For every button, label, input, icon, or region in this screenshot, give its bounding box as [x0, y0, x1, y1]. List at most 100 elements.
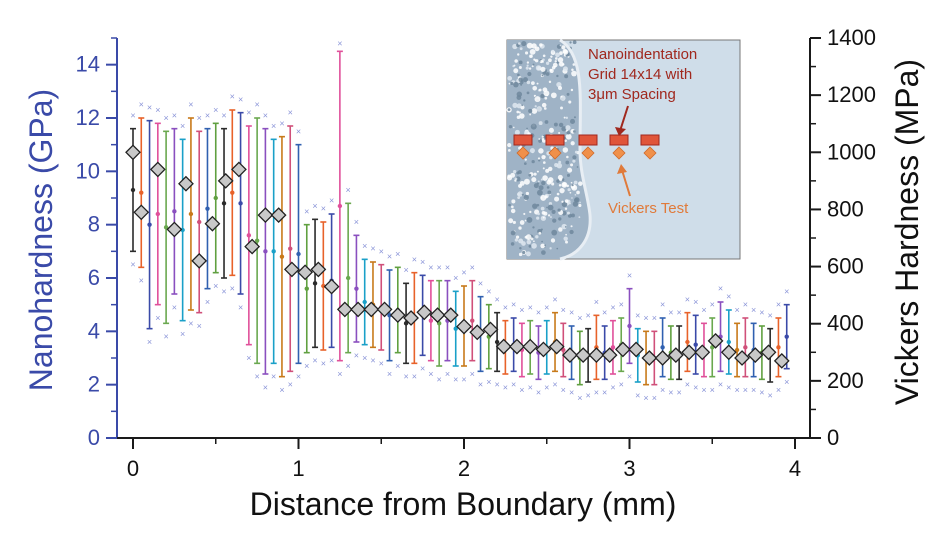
- texture-speck: [566, 211, 570, 215]
- texture-speck: [567, 167, 573, 173]
- texture-speck: [532, 63, 535, 66]
- texture-speck: [508, 82, 511, 85]
- outlier-mark-high: ×: [163, 113, 168, 123]
- texture-speck: [541, 180, 546, 186]
- texture-speck: [546, 94, 549, 97]
- texture-speck: [548, 80, 552, 84]
- vickers-point: [654, 350, 671, 366]
- outlier-mark-low: ×: [155, 313, 160, 323]
- nanohardness-mean-point: [197, 219, 202, 225]
- outlier-mark-high: ×: [379, 246, 384, 256]
- texture-speck: [531, 65, 534, 68]
- nanohardness-mean-point: [296, 251, 301, 257]
- vickers-marker: [548, 146, 562, 160]
- nanohardness-mean-point: [205, 206, 210, 211]
- vickers-point: [389, 307, 406, 324]
- texture-speck: [508, 203, 511, 207]
- outlier-mark-high: ×: [354, 217, 359, 227]
- outlier-mark-high: ×: [296, 126, 301, 136]
- texture-speck: [524, 51, 529, 55]
- texture-speck: [523, 212, 526, 216]
- outlier-mark-low: ×: [213, 281, 218, 291]
- texture-speck: [510, 81, 514, 85]
- vickers-marker: [516, 146, 530, 160]
- texture-speck: [560, 106, 563, 110]
- texture-speck: [570, 225, 573, 228]
- outlier-mark-high: ×: [701, 305, 706, 315]
- x-axis-title: Distance from Boundary (mm): [250, 486, 677, 522]
- texture-speck: [532, 203, 538, 209]
- texture-speck: [557, 208, 561, 212]
- texture-speck: [547, 214, 551, 217]
- outlier-mark-low: ×: [428, 369, 433, 379]
- texture-speck: [558, 160, 562, 164]
- outlier-mark-low: ×: [312, 356, 317, 366]
- texture-speck: [511, 199, 516, 204]
- outlier-mark-low: ×: [180, 329, 185, 339]
- texture-speck: [557, 174, 563, 180]
- texture-speck: [564, 139, 567, 142]
- inset-annotation-line1: Nanoindentation: [588, 46, 697, 63]
- outlier-mark-high: ×: [743, 300, 748, 310]
- outlier-mark-low: ×: [710, 385, 715, 395]
- outlier-mark-low: ×: [718, 380, 723, 390]
- texture-speck: [546, 206, 548, 209]
- texture-speck: [524, 219, 527, 222]
- vickers-point: [257, 207, 274, 224]
- vickers-point: [336, 301, 353, 318]
- texture-speck: [523, 162, 527, 165]
- outlier-mark-low: ×: [536, 388, 541, 398]
- texture-speck: [562, 48, 568, 54]
- vickers-point: [588, 347, 605, 364]
- texture-speck: [541, 250, 546, 255]
- outlier-mark-low: ×: [461, 374, 466, 384]
- left-y-tick-label: 14: [76, 52, 100, 77]
- texture-speck: [561, 181, 568, 188]
- vickers-point: [747, 347, 764, 364]
- texture-speck: [531, 81, 535, 85]
- texture-speck: [529, 48, 536, 55]
- texture-speck: [551, 182, 555, 186]
- texture-speck: [550, 92, 557, 99]
- outlier-mark-high: ×: [130, 110, 135, 120]
- texture-speck: [564, 74, 569, 79]
- left-y-ticks: 0 2 4 6 8 10 12 14: [76, 37, 117, 450]
- texture-speck: [518, 252, 523, 257]
- outlier-mark-low: ×: [503, 382, 508, 392]
- texture-speck: [542, 58, 545, 62]
- outlier-mark-low: ×: [693, 382, 698, 392]
- nanohardness-mean-point: [403, 321, 409, 326]
- vickers-point: [231, 161, 247, 178]
- texture-speck: [542, 87, 548, 93]
- right-y-axis-title: Vickers Hardness (MPa): [889, 59, 925, 405]
- texture-speck: [523, 178, 530, 185]
- left-y-tick-label: 6: [88, 265, 100, 290]
- nanohardness-mean-point: [693, 342, 698, 347]
- texture-speck: [569, 229, 574, 235]
- vickers-point: [734, 350, 750, 366]
- outlier-mark-low: ×: [585, 390, 590, 400]
- vickers-point: [456, 318, 472, 335]
- nanohardness-mean-point: [726, 339, 731, 345]
- texture-speck: [548, 166, 553, 172]
- texture-speck: [517, 196, 521, 200]
- texture-speck: [539, 43, 543, 47]
- texture-speck: [570, 181, 573, 184]
- texture-speck: [538, 121, 543, 126]
- outlier-mark-low: ×: [519, 385, 524, 395]
- texture-speck: [521, 40, 527, 47]
- texture-speck: [538, 139, 542, 143]
- grid-marker: [609, 134, 629, 146]
- texture-speck: [541, 240, 543, 243]
- outlier-mark-low: ×: [163, 332, 168, 342]
- vickers-point: [429, 307, 446, 324]
- texture-speck: [562, 63, 565, 66]
- outlier-mark-high: ×: [412, 254, 417, 264]
- texture-speck: [525, 251, 531, 257]
- nanohardness-mean-point: [188, 211, 194, 217]
- outlier-mark-low: ×: [569, 388, 574, 398]
- texture-speck: [534, 59, 537, 61]
- outlier-mark-high: ×: [337, 38, 342, 48]
- outlier-mark-low: ×: [701, 385, 706, 395]
- texture-speck: [567, 188, 571, 192]
